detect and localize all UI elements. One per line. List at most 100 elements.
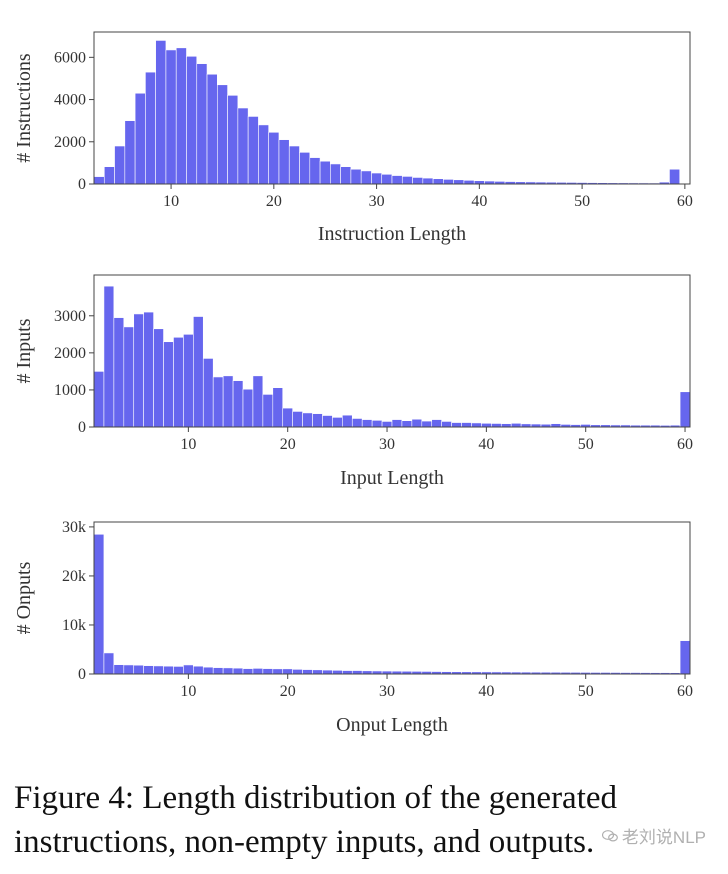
- onputs-bar: [232, 667, 244, 675]
- caption-line-1: Figure 4: Length distribution of the gen…: [14, 780, 618, 816]
- instructions-plot-frame: [93, 31, 691, 185]
- onputs-bar: [222, 667, 234, 675]
- inputs-bar: [342, 414, 353, 428]
- inputs-bar: [113, 317, 125, 428]
- inputs-y-tick-label: 1000: [54, 382, 86, 399]
- onputs-y-tick-label: 0: [78, 666, 86, 683]
- onputs-bar: [113, 664, 125, 675]
- inputs-bar: [441, 421, 452, 428]
- inputs-bar: [461, 422, 472, 428]
- instructions-bar: [443, 179, 454, 185]
- instructions-y-tick-label: 2000: [54, 134, 86, 151]
- onputs-bar: [332, 670, 343, 675]
- inputs-bar: [133, 313, 144, 428]
- inputs-bar: [93, 371, 105, 428]
- onputs-bar: [123, 664, 135, 675]
- onputs-bar: [173, 666, 184, 675]
- inputs-bar: [272, 387, 284, 428]
- instructions-bar: [432, 178, 444, 185]
- onputs-bar: [302, 669, 313, 675]
- inputs-bar: [312, 413, 323, 428]
- inputs-bar: [202, 358, 214, 428]
- inputs-bar: [183, 334, 194, 428]
- instructions-bar: [217, 84, 228, 185]
- inputs-bar: [332, 417, 343, 428]
- onputs-bar: [153, 665, 164, 675]
- instructions-bar: [288, 145, 300, 185]
- onputs-x-tick-label: 50: [578, 683, 594, 700]
- inputs-bar: [391, 419, 403, 428]
- onputs-bar: [93, 533, 105, 675]
- onputs-bar: [133, 664, 144, 675]
- inputs-chart: 10 20 30 40 50 60 0 1000 2000 3000 Input Length # I…: [13, 274, 693, 489]
- inputs-bar: [123, 326, 135, 428]
- instructions-x-axis-label: Instruction Length: [318, 223, 466, 245]
- instructions-bar: [247, 116, 259, 185]
- instructions-bar: [330, 163, 341, 185]
- instructions-bar: [165, 49, 177, 185]
- inputs-bar: [242, 388, 254, 428]
- instructions-bar: [319, 160, 331, 185]
- inputs-bar: [679, 391, 691, 428]
- onputs-plot-frame: [93, 521, 691, 675]
- instructions-x-tick-label: 20: [266, 193, 282, 210]
- inputs-bar: [282, 407, 293, 428]
- instructions-bar: [227, 95, 239, 185]
- onputs-bar: [202, 666, 214, 675]
- inputs-y-tick-label: 0: [78, 419, 86, 436]
- instructions-bar: [309, 157, 321, 185]
- inputs-bar: [292, 411, 303, 428]
- inputs-bar: [451, 422, 462, 428]
- inputs-bar: [252, 375, 264, 428]
- inputs-bar: [381, 421, 393, 428]
- inputs-bar: [322, 415, 333, 428]
- inputs-x-tick-label: 30: [379, 436, 395, 453]
- instructions-bar: [350, 168, 362, 185]
- instructions-bar: [422, 177, 434, 185]
- inputs-x-tick-label: 20: [280, 436, 296, 453]
- instructions-bar: [258, 124, 269, 185]
- instructions-bar: [669, 168, 681, 185]
- inputs-bar: [431, 419, 442, 428]
- inputs-bar: [222, 375, 234, 428]
- onputs-bar: [252, 668, 264, 675]
- inputs-bar: [421, 420, 433, 428]
- onputs-bar: [351, 670, 363, 675]
- instructions-bar: [401, 176, 413, 185]
- inputs-bar: [163, 341, 174, 428]
- inputs-bar: [411, 418, 423, 428]
- instructions-bar: [103, 166, 115, 185]
- wechat-icon: [601, 829, 618, 842]
- instructions-y-tick-label: 4000: [54, 92, 86, 109]
- onputs-bar: [342, 670, 353, 675]
- onputs-bar: [679, 640, 691, 675]
- instructions-bar: [453, 179, 465, 185]
- instructions-y-tick-label: 6000: [54, 49, 86, 66]
- inputs-bar: [401, 420, 413, 428]
- instructions-bar: [145, 71, 156, 185]
- inputs-y-tick-label: 3000: [54, 308, 86, 325]
- onputs-y-tick-label: 30k: [62, 519, 86, 536]
- inputs-x-tick-label: 10: [180, 436, 196, 453]
- onputs-y-axis-label: # Onputs: [13, 561, 35, 634]
- instructions-bar: [340, 166, 352, 185]
- inputs-bar: [232, 380, 244, 428]
- instructions-x-tick-label: 60: [677, 193, 693, 210]
- instructions-bar: [299, 152, 311, 185]
- instructions-bar: [93, 176, 105, 185]
- instructions-bar: [155, 40, 167, 185]
- inputs-x-tick-label: 50: [578, 436, 594, 453]
- onputs-x-tick-label: 20: [280, 683, 296, 700]
- inputs-bar: [361, 419, 373, 428]
- onputs-bar: [103, 652, 115, 675]
- onputs-x-tick-label: 10: [180, 683, 196, 700]
- onputs-bar: [143, 665, 154, 675]
- onputs-x-tick-label: 30: [379, 683, 395, 700]
- instructions-bar: [206, 73, 218, 185]
- onputs-bar: [193, 665, 204, 675]
- inputs-bar: [351, 418, 363, 428]
- instructions-bar: [196, 63, 208, 185]
- inputs-bar: [471, 422, 482, 428]
- onputs-bar: [163, 665, 174, 675]
